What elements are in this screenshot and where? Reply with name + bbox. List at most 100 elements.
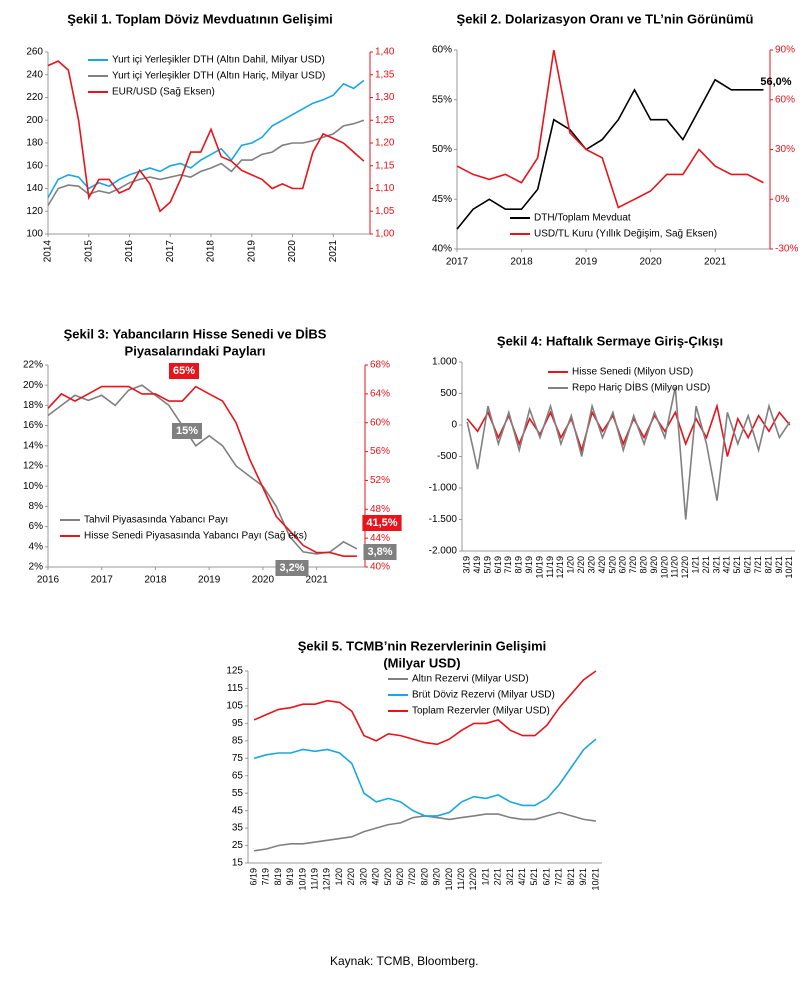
source-note: Kaynak: TCMB, Bloomberg.	[330, 954, 479, 968]
chart-panel: Şekil 1. Toplam Döviz Mevduatının Gelişi…	[26, 11, 395, 262]
y-tick-label: 14%	[23, 440, 43, 451]
x-tick-label: 9/19	[285, 868, 295, 886]
x-tick-label: 6/19	[493, 556, 503, 574]
y-tick-label: 45%	[432, 194, 452, 205]
x-tick-label: 7/21	[554, 868, 564, 886]
x-tick-label: 1/21	[480, 868, 490, 886]
x-tick-label: 1/21	[691, 556, 701, 574]
x-tick-label: 6/21	[541, 868, 551, 886]
annotation: 15%	[176, 425, 198, 437]
y-tick-label: 220	[26, 92, 43, 103]
x-tick-label: 2019	[246, 240, 257, 263]
y-tick-label: 8%	[29, 501, 44, 512]
x-tick-label: 12/20	[680, 556, 690, 579]
series-line	[47, 119, 365, 207]
x-tick-label: 2017	[165, 240, 176, 263]
x-tick-label: 2/20	[346, 868, 356, 886]
x-tick-label: 3/19	[462, 556, 472, 574]
y2-tick-label: 1,40	[375, 47, 395, 58]
y-tick-label: 22%	[23, 360, 43, 371]
x-tick-label: 8/20	[638, 556, 648, 574]
y-tick-label: 40%	[432, 244, 452, 255]
x-tick-label: 2/21	[493, 868, 503, 886]
x-tick-label: 9/20	[432, 868, 442, 886]
x-tick-label: 5/21	[529, 868, 539, 886]
y-tick-label: 140	[26, 183, 43, 194]
series-line	[47, 385, 357, 557]
legend-label: EUR/USD (Sağ Eksen)	[112, 87, 215, 98]
annotation-box	[363, 544, 397, 560]
y2-tick-label: 1,15	[375, 160, 395, 171]
y-tick-label: 20%	[23, 380, 43, 391]
chart-panel: Şekil 2. Dolarizasyon Oranı ve TL’nin Gö…	[432, 11, 798, 267]
chart-title: (Milyar USD)	[383, 655, 460, 670]
x-tick-label: 11/20	[670, 556, 680, 578]
legend-label: Brüt Döviz Rezervi (Milyar USD)	[412, 690, 555, 701]
chart-title: Piyasalarındaki Payları	[125, 343, 266, 358]
x-tick-label: 10/21	[784, 556, 794, 579]
series-line	[456, 78, 764, 230]
y-tick-label: 95	[232, 718, 244, 729]
annotation-box	[171, 423, 203, 439]
y-tick-label: 125	[226, 666, 243, 677]
y2-tick-label: 56%	[370, 446, 390, 457]
x-tick-label: 2015	[83, 240, 94, 263]
y-tick-label: 18%	[23, 400, 43, 411]
y-tick-label: 55%	[432, 94, 452, 105]
y2-tick-label: 60%	[370, 417, 390, 428]
y2-tick-label: 1,00	[375, 229, 395, 240]
legend-label: Tahvil Piyasasında Yabancı Payı	[84, 515, 228, 526]
y-tick-label: 100	[26, 229, 43, 240]
y-tick-label: 15	[232, 858, 244, 869]
chart-title: Şekil 1. Toplam Döviz Mevduatının Gelişi…	[67, 11, 333, 26]
x-tick-label: 10/19	[297, 868, 307, 891]
x-tick-label: 6/19	[248, 868, 258, 886]
x-tick-label: 2017	[91, 575, 114, 586]
chart-panel: Şekil 5. TCMB’nin Rezervlerinin Gelişimi…	[226, 638, 602, 891]
y2-tick-label: -30%	[775, 244, 798, 255]
y2-tick-label: 1,25	[375, 115, 395, 126]
chart-title: Şekil 3: Yabancıların Hisse Senedi ve Dİ…	[64, 326, 327, 341]
x-tick-label: 2014	[43, 240, 54, 263]
x-tick-label: 3/21	[505, 868, 515, 886]
y-tick-label: 65	[232, 770, 244, 781]
series-line	[253, 738, 597, 817]
legend-box	[85, 69, 86, 70]
y-tick-label: 75	[232, 753, 244, 764]
y-tick-label: -500	[437, 451, 457, 462]
chart-panel: Şekil 4: Haftalık Sermaye Giriş-Çıkışı -2…	[429, 333, 795, 579]
y2-tick-label: 64%	[370, 388, 390, 399]
x-tick-label: 5/20	[607, 556, 617, 574]
x-tick-label: 2018	[510, 257, 533, 268]
series-line	[47, 60, 365, 213]
legend-box	[57, 529, 58, 530]
annotation-box	[168, 363, 200, 379]
x-tick-label: 5/19	[482, 556, 492, 574]
x-tick-label: 6/21	[743, 556, 753, 574]
x-tick-label: 2016	[37, 575, 60, 586]
y-tick-label: 45	[232, 805, 244, 816]
x-tick-label: 12/19	[322, 868, 332, 891]
y2-tick-label: 40%	[370, 562, 390, 573]
legend-label: Yurt içi Yerleşikler DTH (Altın Dahil, M…	[112, 55, 325, 66]
series-line	[253, 670, 597, 746]
y-tick-label: 105	[226, 701, 243, 712]
x-tick-label: 2018	[206, 240, 217, 263]
x-tick-label: 9/19	[524, 556, 534, 574]
y-tick-label: 240	[26, 69, 43, 80]
x-tick-label: 7/21	[753, 556, 763, 574]
annotation: 65%	[173, 365, 195, 377]
y-tick-label: 50%	[432, 144, 452, 155]
x-tick-label: 2021	[306, 575, 329, 586]
x-tick-label: 8/21	[566, 868, 576, 886]
legend-box	[507, 211, 508, 212]
x-tick-label: 10/19	[534, 556, 544, 579]
x-tick-label: 7/19	[503, 556, 513, 574]
y-tick-label: 260	[26, 47, 43, 58]
y2-tick-label: 60%	[775, 94, 795, 105]
annotation: 3,8%	[367, 546, 392, 558]
x-tick-label: 8/19	[514, 556, 524, 574]
y-tick-label: 16%	[23, 420, 43, 431]
x-tick-label: 1/20	[334, 868, 344, 886]
